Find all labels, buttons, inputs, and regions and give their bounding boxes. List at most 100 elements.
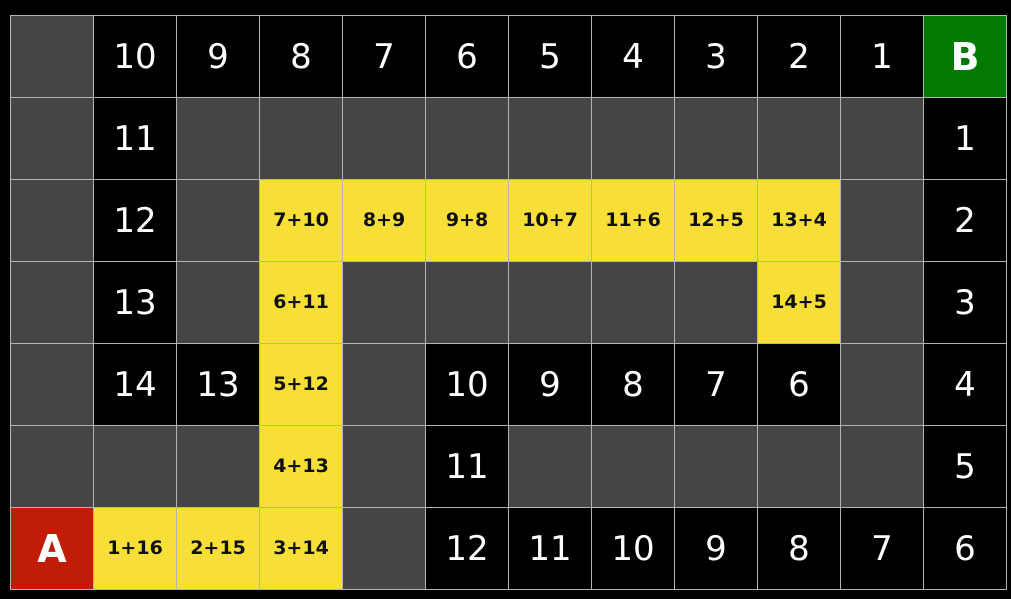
open-cell[interactable]: 1 (840, 15, 924, 98)
path-cell[interactable]: 3+14 (259, 507, 343, 590)
cell-label: 13 (196, 364, 240, 405)
path-cell[interactable]: 8+9 (342, 179, 426, 262)
cell-label: 8+9 (362, 209, 406, 231)
path-cell[interactable]: 14+5 (757, 261, 841, 344)
path-cell[interactable]: 13+4 (757, 179, 841, 262)
cell-label: 9+8 (445, 209, 489, 231)
blocked-cell (10, 15, 94, 98)
cell-label: 1 (871, 36, 893, 77)
open-cell[interactable]: 6 (757, 343, 841, 426)
open-cell[interactable]: 10 (591, 507, 675, 590)
blocked-cell (10, 97, 94, 180)
path-cell[interactable]: 9+8 (425, 179, 509, 262)
cell-label: 2+15 (190, 537, 246, 559)
open-cell[interactable]: 1 (923, 97, 1007, 180)
blocked-cell (757, 425, 841, 508)
open-cell[interactable]: 6 (923, 507, 1007, 590)
blocked-cell (176, 425, 260, 508)
cell-label: 11 (113, 118, 157, 159)
open-cell[interactable]: 8 (259, 15, 343, 98)
path-cell[interactable]: 10+7 (508, 179, 592, 262)
blocked-cell (176, 179, 260, 262)
cell-label: 12 (113, 200, 157, 241)
path-cell[interactable]: 4+13 (259, 425, 343, 508)
blocked-cell (176, 261, 260, 344)
blocked-cell (840, 261, 924, 344)
cell-label: 10 (611, 528, 655, 569)
open-cell[interactable]: 11 (508, 507, 592, 590)
blocked-cell (840, 425, 924, 508)
maze-row: 12 7+10 8+9 9+8 10+7 11+6 12+5 13+4 2 (10, 179, 1007, 262)
open-cell[interactable]: 2 (923, 179, 1007, 262)
open-cell[interactable]: 8 (591, 343, 675, 426)
open-cell[interactable]: 4 (923, 343, 1007, 426)
blocked-cell (425, 261, 509, 344)
open-cell[interactable]: 8 (757, 507, 841, 590)
maze-row: A 1+16 2+15 3+14 12 11 10 9 8 7 6 (10, 507, 1007, 590)
open-cell[interactable]: 14 (93, 343, 177, 426)
open-cell[interactable]: 13 (93, 261, 177, 344)
open-cell[interactable]: 12 (93, 179, 177, 262)
cell-label: 7 (705, 364, 727, 405)
open-cell[interactable]: 9 (508, 343, 592, 426)
open-cell[interactable]: 9 (674, 507, 758, 590)
open-cell[interactable]: 7 (840, 507, 924, 590)
maze-row: 11 1 (10, 97, 1007, 180)
cell-label: 7+10 (273, 209, 329, 231)
blocked-cell (259, 97, 343, 180)
path-cell[interactable]: 1+16 (93, 507, 177, 590)
cell-label: 12+5 (688, 209, 744, 231)
open-cell[interactable]: 7 (674, 343, 758, 426)
cell-label: 3 (705, 36, 727, 77)
open-cell[interactable]: 13 (176, 343, 260, 426)
maze-row: 10 9 8 7 6 5 4 3 2 1 B (10, 15, 1007, 98)
blocked-cell (342, 261, 426, 344)
path-cell[interactable]: 12+5 (674, 179, 758, 262)
cell-label: 2 (954, 200, 976, 241)
cell-label: 7 (373, 36, 395, 77)
path-cell[interactable]: 5+12 (259, 343, 343, 426)
blocked-cell (674, 261, 758, 344)
open-cell[interactable]: 3 (923, 261, 1007, 344)
cell-label: 4 (622, 36, 644, 77)
cell-label: 4+13 (273, 455, 329, 477)
open-cell[interactable]: 10 (93, 15, 177, 98)
blocked-cell (93, 425, 177, 508)
maze-row: 4+13 11 5 (10, 425, 1007, 508)
open-cell[interactable]: 7 (342, 15, 426, 98)
blocked-cell (10, 425, 94, 508)
cell-label: 10+7 (522, 209, 578, 231)
cell-label: 6 (456, 36, 478, 77)
cell-label: 7 (871, 528, 893, 569)
maze-row: 14 13 5+12 10 9 8 7 6 4 (10, 343, 1007, 426)
open-cell[interactable]: 11 (425, 425, 509, 508)
open-cell[interactable]: 11 (93, 97, 177, 180)
blocked-cell (757, 97, 841, 180)
open-cell[interactable]: 5 (923, 425, 1007, 508)
cell-label: 10 (113, 36, 157, 77)
open-cell[interactable]: 5 (508, 15, 592, 98)
open-cell[interactable]: 9 (176, 15, 260, 98)
open-cell[interactable]: 4 (591, 15, 675, 98)
open-cell[interactable]: 2 (757, 15, 841, 98)
open-cell[interactable]: 6 (425, 15, 509, 98)
start-cell[interactable]: A (10, 507, 94, 590)
path-cell[interactable]: 7+10 (259, 179, 343, 262)
goal-cell[interactable]: B (923, 15, 1007, 98)
open-cell[interactable]: 3 (674, 15, 758, 98)
blocked-cell (508, 97, 592, 180)
path-cell[interactable]: 11+6 (591, 179, 675, 262)
cell-label: 11 (445, 446, 489, 487)
blocked-cell (591, 97, 675, 180)
blocked-cell (840, 343, 924, 426)
blocked-cell (10, 179, 94, 262)
path-cell[interactable]: 2+15 (176, 507, 260, 590)
blocked-cell (176, 97, 260, 180)
open-cell[interactable]: 12 (425, 507, 509, 590)
open-cell[interactable]: 10 (425, 343, 509, 426)
cell-label: 1 (954, 118, 976, 159)
cell-label: 11 (528, 528, 572, 569)
cell-label: 6 (954, 528, 976, 569)
path-cell[interactable]: 6+11 (259, 261, 343, 344)
cell-label: 13 (113, 282, 157, 323)
